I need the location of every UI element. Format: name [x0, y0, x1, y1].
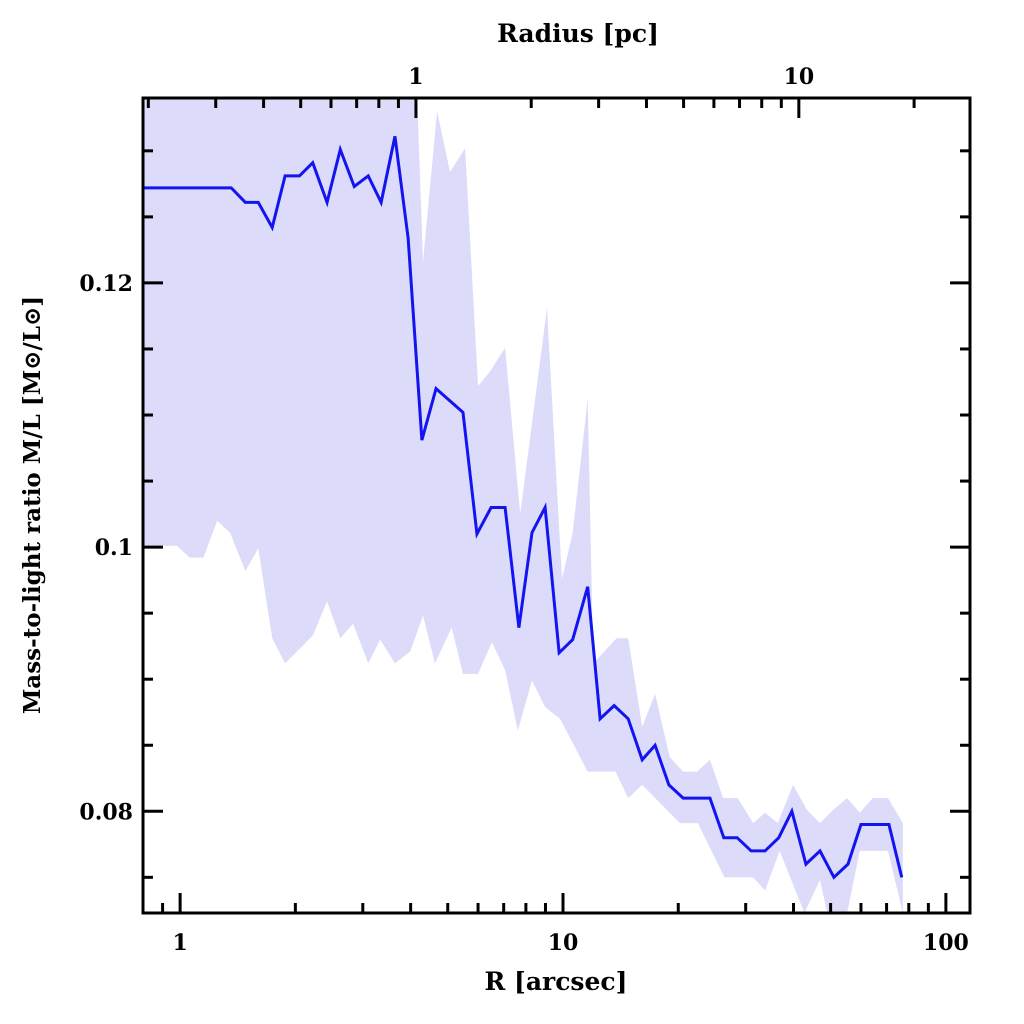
plot-frame — [141, 96, 972, 915]
axis-ticks: 1 10 100 1 10 0.08 0.1 0.12 — [79, 64, 970, 956]
uncertainty-band-layer — [143, 98, 903, 913]
top-tick-label: 1 — [408, 64, 423, 90]
top-tick-label: 10 — [784, 64, 815, 90]
uncertainty-band — [143, 98, 903, 913]
y-axis-label: Mass-to-light ratio M/L [M⊙/L⊙] — [19, 296, 46, 714]
x-tick-label: 100 — [923, 930, 969, 956]
y-tick-label: 0.12 — [79, 271, 133, 297]
x-tick-label: 1 — [172, 930, 187, 956]
y-tick-label: 0.08 — [79, 799, 133, 825]
y-tick-label: 0.1 — [95, 535, 133, 561]
top-axis-label: Radius [pc] — [497, 19, 659, 48]
x-axis-label: R [arcsec] — [485, 967, 628, 996]
x-tick-label: 10 — [548, 930, 579, 956]
ml-profile-line — [143, 135, 904, 880]
series-line-layer — [143, 135, 904, 880]
